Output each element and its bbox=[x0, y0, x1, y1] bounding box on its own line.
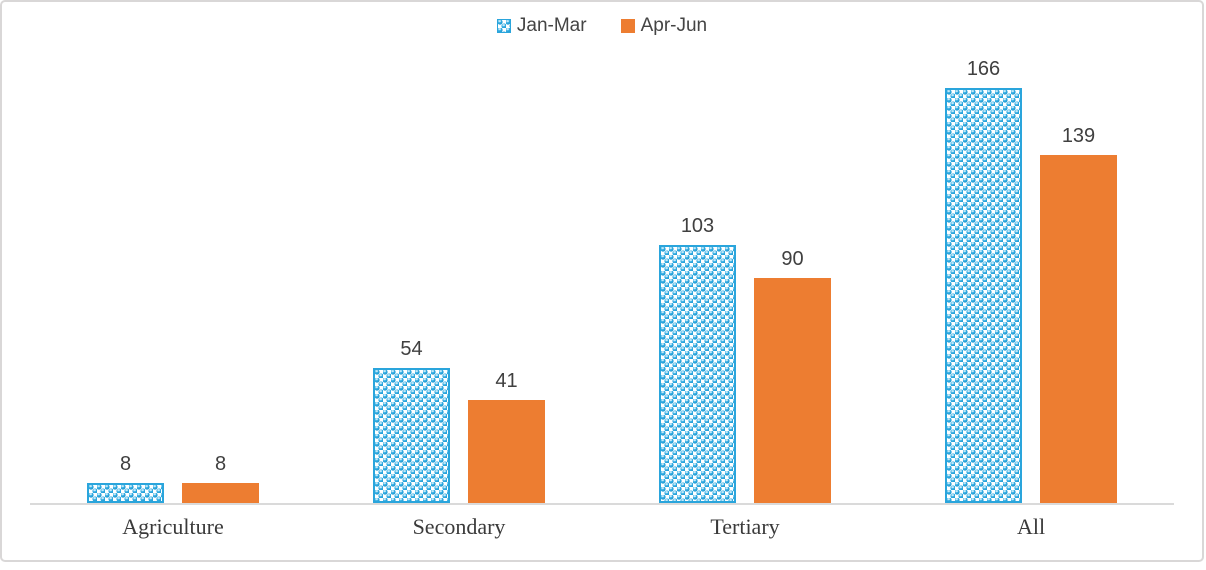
bar-wrap: 139 bbox=[1040, 126, 1117, 503]
bar-apr-jun-tertiary bbox=[754, 278, 831, 503]
category-axis: Agriculture Secondary Tertiary All bbox=[2, 514, 1202, 540]
bar-wrap: 8 bbox=[87, 454, 164, 503]
category-label-agriculture: Agriculture bbox=[122, 514, 224, 539]
bar-wrap: 103 bbox=[659, 216, 736, 503]
bar-jan-mar-agriculture bbox=[87, 483, 164, 503]
apr-jun-solid-swatch-icon bbox=[620, 19, 635, 33]
bar-apr-jun-agriculture bbox=[182, 483, 259, 503]
bar-jan-mar-tertiary bbox=[659, 245, 736, 503]
value-label: 103 bbox=[680, 215, 715, 237]
plot-area: 8 8 54 41 103 90 166 139 bbox=[2, 53, 1202, 503]
legend-item-jan-mar: Jan-Mar bbox=[496, 15, 587, 37]
legend: Jan-Mar Apr-Jun bbox=[2, 15, 1202, 37]
bar-wrap: 166 bbox=[945, 59, 1022, 503]
legend-label-apr-jun: Apr-Jun bbox=[640, 15, 708, 36]
value-label: 139 bbox=[1061, 125, 1096, 147]
bar-group-tertiary: 103 90 bbox=[602, 53, 888, 503]
value-label: 166 bbox=[966, 58, 1001, 80]
bar-apr-jun-all bbox=[1040, 155, 1117, 503]
value-label: 8 bbox=[214, 453, 227, 475]
bar-wrap: 54 bbox=[373, 339, 450, 503]
bar-group-all: 166 139 bbox=[888, 53, 1174, 503]
category-label-all: All bbox=[1016, 514, 1046, 539]
x-axis-line bbox=[30, 503, 1174, 505]
value-label: 54 bbox=[400, 338, 423, 360]
category-label-tertiary: Tertiary bbox=[710, 514, 780, 539]
category-label-secondary: Secondary bbox=[412, 514, 506, 539]
bar-apr-jun-secondary bbox=[468, 400, 545, 503]
value-label: 90 bbox=[781, 248, 804, 270]
bar-wrap: 90 bbox=[754, 249, 831, 503]
legend-item-apr-jun: Apr-Jun bbox=[620, 15, 708, 37]
bar-group-secondary: 54 41 bbox=[316, 53, 602, 503]
bar-wrap: 41 bbox=[468, 371, 545, 503]
bar-wrap: 8 bbox=[182, 454, 259, 503]
bar-jan-mar-all bbox=[945, 88, 1022, 503]
jan-mar-pattern-swatch-icon bbox=[496, 19, 511, 33]
legend-label-jan-mar: Jan-Mar bbox=[516, 15, 587, 36]
value-label: 41 bbox=[495, 370, 518, 392]
bar-jan-mar-secondary bbox=[373, 368, 450, 503]
value-label: 8 bbox=[119, 453, 132, 475]
